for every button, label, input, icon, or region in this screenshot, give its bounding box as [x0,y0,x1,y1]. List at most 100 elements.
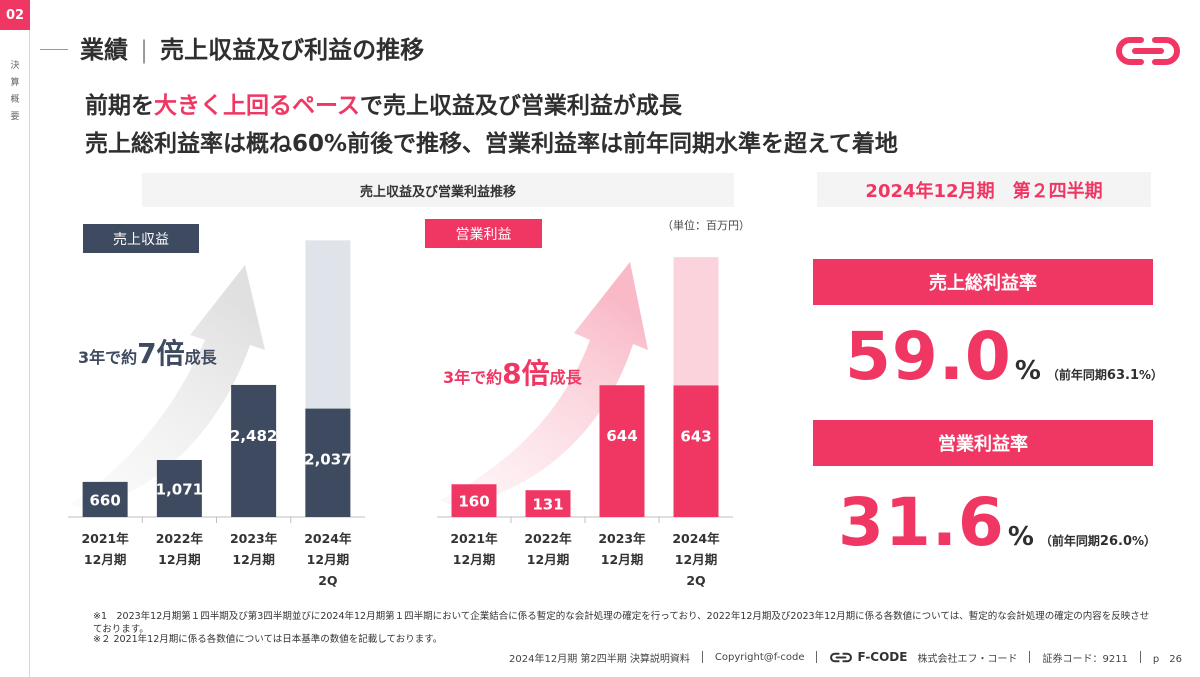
footer-code: 証券コード：9211 [1042,653,1128,665]
title-separator: | [140,36,149,64]
growth-post: 成長 [549,368,582,387]
revenue-bar [231,384,277,517]
side-strip: 02 決 算 概 要 [0,0,30,677]
prev-post: %） [1139,368,1164,382]
revenue-growth-label: 3年で約7倍成長 [78,332,217,372]
section-char: 算 [10,78,20,88]
operating-category-label: 2Q [686,573,705,588]
footer-doc: 2024年12月期 第2四半期 決算説明資料 [509,653,690,665]
charts-svg: 660 2021年 12月期 1,071 2022年 12月期 2,482 2023年 12月期… [68,240,733,588]
gross-margin-number: 59.0 [845,318,1012,395]
growth-arrow-operating [440,262,648,507]
operating-margin-value: 31.6% （前年同期26.0%） [838,484,1156,561]
revenue-category-label: 12月期 [158,552,200,567]
operating-value-label: 131 [532,496,563,514]
headline-1-post: で売上収益及び営業利益が成長 [359,93,682,119]
headline-1: 前期を大きく上回るペースで売上収益及び営業利益が成長 [85,86,682,120]
f-code-mini-logo-icon [830,652,853,662]
footer-separator [1029,651,1031,663]
operating-category-label: 12月期 [675,552,717,567]
prev-post: %） [1132,534,1157,548]
footnote-1: ※1 2023年12月期第１四半期及び第3四半期並びに2024年12月期第１四半… [93,611,1150,635]
operating-value-label: 643 [680,427,711,445]
operating-margin-number: 31.6 [838,484,1005,561]
headline-1-pre: 前期を [85,93,154,119]
growth-pre: 3年で約 [78,348,138,367]
revenue-value-label: 2,037 [304,451,351,469]
growth-arrow-revenue [70,265,265,510]
operating-category-label: 2024年 [672,531,720,546]
section-vertical-label: 決 算 概 要 [0,58,30,126]
revenue-bar [82,481,128,517]
gross-margin-label: 売上総利益率 [813,259,1153,305]
prev-pre: （前年同期 [1039,534,1100,548]
chart-header: 売上収益及び営業利益推移 [142,173,734,207]
operating-tag: 営業利益 [425,219,542,248]
growth-big: 8倍 [502,357,550,390]
operating-category-label: 2022年 [524,531,572,546]
footer: 2024年12月期 第2四半期 決算説明資料 Copyright@f-code … [509,648,1182,666]
section-char: 決 [10,61,20,71]
operating-value-label: 160 [458,493,489,511]
section-number: 02 [0,0,30,30]
revenue-category-label: 12月期 [307,552,349,567]
revenue-category-label: 2023年 [230,531,278,546]
revenue-category-label: 2022年 [156,531,204,546]
operating-margin-prev: （前年同期26.0%） [1039,534,1157,549]
section-char: 概 [10,95,20,105]
period-box: 2024年12月期 第２四半期 [817,172,1151,207]
revenue-bar [305,408,351,517]
operating-bar [599,385,645,517]
footer-separator [816,651,818,663]
operating-category-label: 12月期 [453,552,495,567]
prev-val: 63.1 [1106,368,1139,383]
revenue-bar [156,460,202,517]
operating-value-label: 644 [606,427,637,445]
gross-margin-unit: % [1014,356,1041,386]
title-rule [40,49,68,50]
operating-category-label: 12月期 [527,552,569,567]
unit-label: （単位：百万円） [662,219,750,232]
footer-page: p 26 [1152,653,1182,665]
footer-brand: F-CODE [857,650,908,664]
headline-2: 売上総利益率は概ね60%前後で推移、営業利益率は前年同期水準を超えて着地 [85,131,898,157]
gross-margin-value: 59.0% （前年同期63.1%） [845,318,1163,395]
revenue-value-label: 660 [89,491,120,509]
revenue-value-label: 2,482 [230,427,277,445]
footer-company: 株式会社エフ・コード [917,653,1018,665]
headline-1-accent: 大きく上回るペース [154,93,360,119]
operating-margin-unit: % [1007,522,1034,552]
footer-separator [1139,651,1141,663]
gross-margin-prev: （前年同期63.1%） [1046,368,1164,383]
f-code-logo-icon [1116,37,1180,65]
footer-copyright: Copyright@f-code [714,651,805,663]
operating-bar-chart: 160 2021年 12月期 131 2022年 12月期 644 2023年 12月期 643 2… [437,257,733,588]
operating-bar [451,484,497,517]
title-main: 業績 [80,36,128,64]
prev-pre: （前年同期 [1046,368,1107,382]
prev-val: 26.0 [1099,534,1132,549]
operating-margin-label: 営業利益率 [813,420,1153,466]
operating-category-label: 2021年 [450,531,498,546]
revenue-value-label: 1,071 [156,481,203,499]
revenue-category-label: 12月期 [232,552,274,567]
section-char: 要 [10,112,20,122]
revenue-tag: 売上収益 [83,224,199,253]
page-title: 業績 | 売上収益及び利益の推移 [80,30,424,65]
operating-bar [525,490,571,517]
operating-category-label: 2023年 [598,531,646,546]
revenue-category-label: 2024年 [304,531,352,546]
growth-post: 成長 [184,348,217,367]
title-sub: 売上収益及び利益の推移 [160,36,425,64]
revenue-category-label: 12月期 [84,552,126,567]
footer-separator [701,651,703,663]
revenue-category-label: 2021年 [81,531,129,546]
revenue-bar-chart: 660 2021年 12月期 1,071 2022年 12月期 2,482 2023年 12月期… [68,240,365,588]
operating-growth-label: 3年で約8倍成長 [443,352,582,392]
footnote-2: ※２ 2021年12月期に係る各数値については日本基準の数値を記載しております。 [93,634,443,645]
revenue-category-label: 2Q [318,573,337,588]
operating-category-label: 12月期 [601,552,643,567]
growth-big: 7倍 [137,337,185,370]
operating-bar [673,385,719,517]
growth-pre: 3年で約 [443,368,503,387]
